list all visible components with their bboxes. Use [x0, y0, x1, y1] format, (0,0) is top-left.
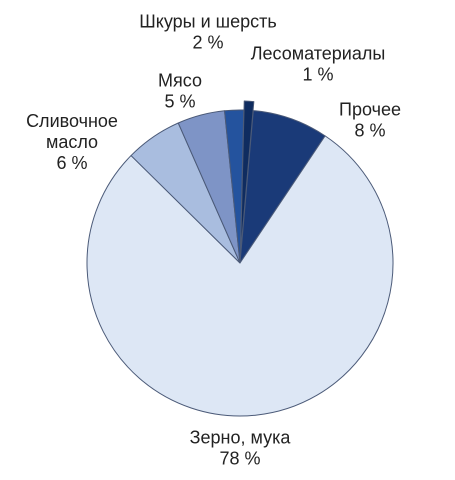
slice-name-1: Зерно, мука	[190, 428, 292, 448]
slice-name-0: Прочее	[339, 100, 401, 120]
slice-name-2: масло	[46, 132, 98, 152]
slice-name-5: Лесоматериалы	[251, 44, 386, 64]
slice-value-3: 5 %	[164, 92, 195, 112]
slice-labels: Прочее 8 % Зерно, мука 78 % Сливочное масло 6 …	[26, 12, 401, 469]
slice-value-5: 1 %	[302, 65, 333, 85]
pie-slice-5	[240, 100, 255, 255]
slice-value-1: 78 %	[219, 449, 260, 469]
slice-label-2: Сливочное масло 6 %	[26, 111, 118, 173]
slice-label-0: Прочее 8 %	[339, 100, 401, 141]
slice-name-3: Мясо	[158, 71, 202, 91]
slice-name-4: Шкуры и шерсть	[139, 12, 276, 32]
pie-slices	[86, 100, 394, 417]
slice-name-2: Сливочное	[26, 111, 118, 131]
slice-label-5: Лесоматериалы 1 %	[251, 44, 386, 85]
slice-value-2: 6 %	[56, 153, 87, 173]
slice-label-1: Зерно, мука 78 %	[190, 428, 292, 469]
pie-slice-1	[86, 135, 394, 417]
slice-value-4: 2 %	[192, 33, 223, 53]
slice-label-3: Мясо 5 %	[158, 71, 202, 112]
slice-label-4: Шкуры и шерсть 2 %	[139, 12, 276, 53]
slice-value-0: 8 %	[354, 121, 385, 141]
